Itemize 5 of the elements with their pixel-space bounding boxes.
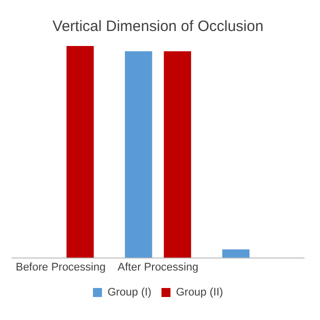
- legend-label: Group (I): [107, 286, 152, 299]
- legend-label: Group (II): [176, 286, 224, 299]
- x-tick-label: After Processing: [118, 261, 198, 274]
- x-tick-label: Before Processing: [16, 261, 106, 274]
- chart-title: Vertical Dimension of Occlusion: [52, 18, 264, 36]
